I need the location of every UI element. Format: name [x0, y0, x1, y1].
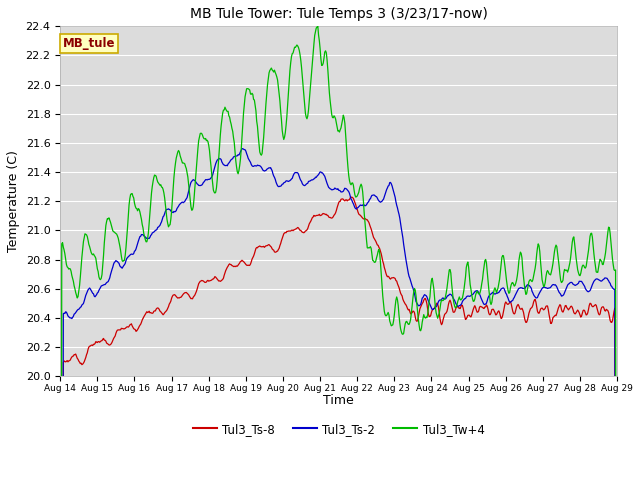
- Y-axis label: Temperature (C): Temperature (C): [7, 150, 20, 252]
- Legend: Tul3_Ts-8, Tul3_Ts-2, Tul3_Tw+4: Tul3_Ts-8, Tul3_Ts-2, Tul3_Tw+4: [188, 418, 489, 440]
- Title: MB Tule Tower: Tule Temps 3 (3/23/17-now): MB Tule Tower: Tule Temps 3 (3/23/17-now…: [189, 7, 488, 21]
- Text: MB_tule: MB_tule: [63, 37, 115, 50]
- X-axis label: Time: Time: [323, 394, 354, 407]
